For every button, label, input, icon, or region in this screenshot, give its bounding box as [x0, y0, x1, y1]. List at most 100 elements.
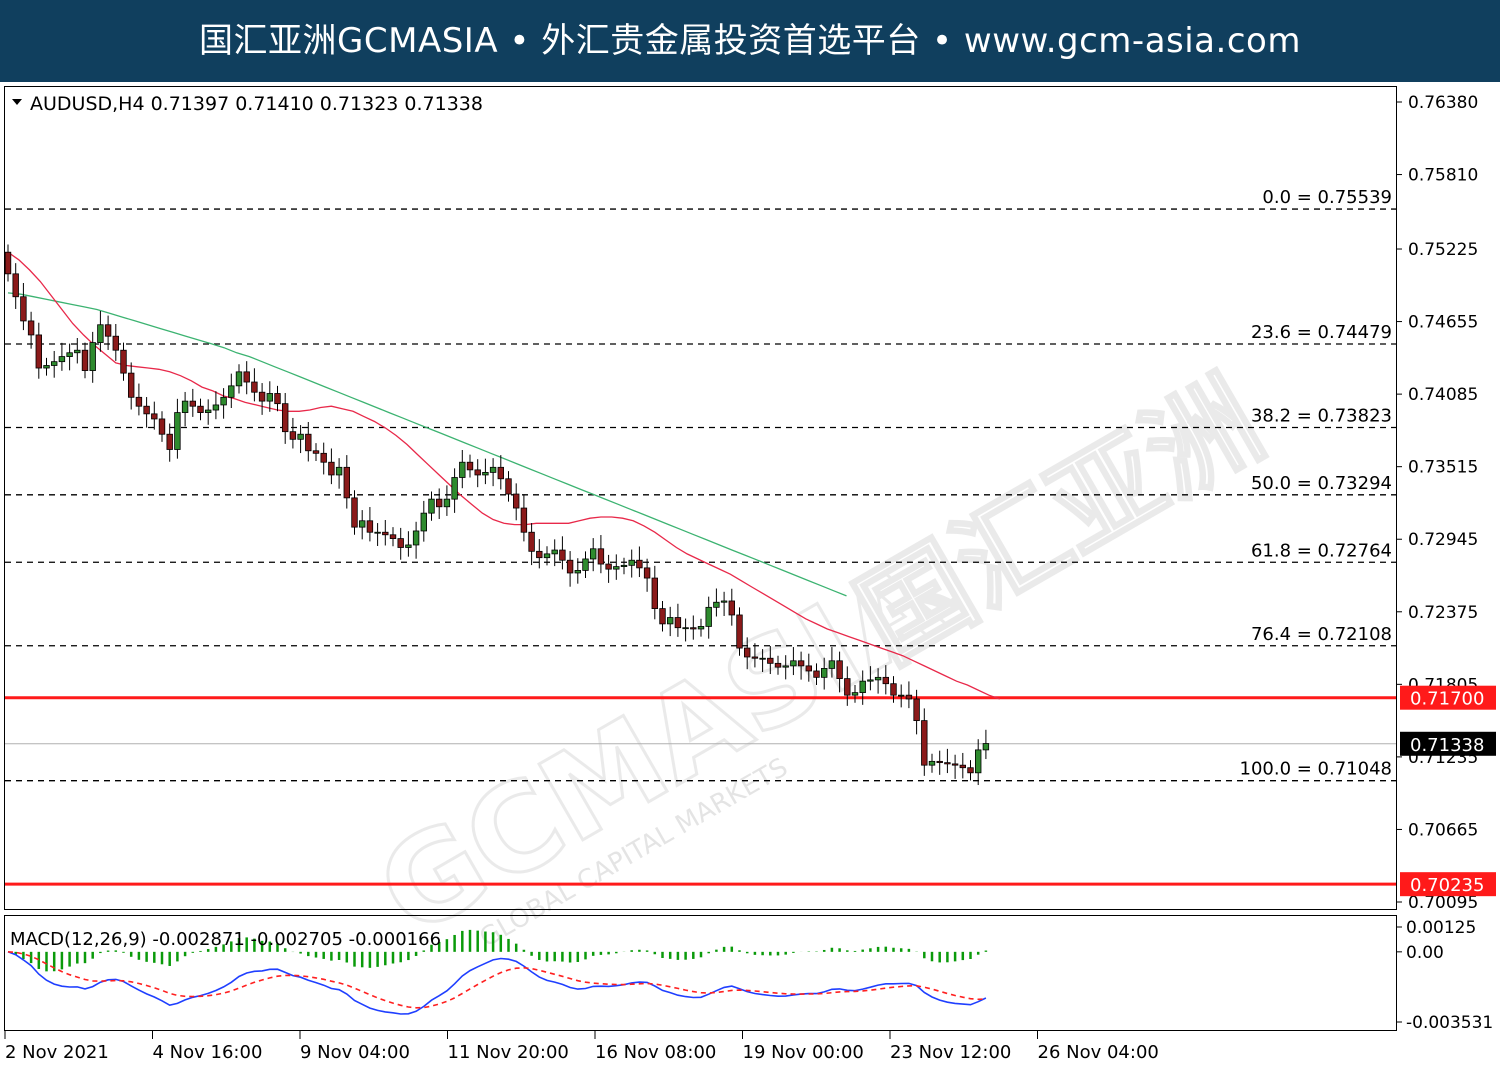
macd-tick-label: -0.003531: [1406, 1013, 1493, 1033]
candle-body: [651, 577, 658, 610]
bearish-candle: [366, 507, 374, 542]
bearish-candle: [4, 244, 12, 282]
candle-body: [443, 498, 451, 508]
bullish-candle: [782, 655, 789, 680]
candle-body: [58, 356, 66, 363]
macd-tick-label: 0.00125: [1406, 918, 1476, 938]
candle-body: [343, 466, 350, 499]
candle-body: [466, 461, 474, 471]
bearish-candle: [566, 551, 574, 587]
fib-label: 76.4 = 0.72108: [1251, 624, 1392, 645]
candle-body: [836, 660, 843, 680]
bullish-candle: [582, 551, 589, 579]
price-tick-label: 0.75810: [1408, 166, 1478, 186]
candle-body: [751, 656, 759, 659]
bearish-candle: [951, 754, 959, 779]
header-banner: 国汇亚洲GCMASIA • 外汇贵金属投资首选平台 • www.gcm-asia…: [0, 0, 1500, 82]
fib-label: 38.2 = 0.73823: [1251, 405, 1392, 426]
candle-body: [844, 678, 851, 696]
bullish-candle: [628, 549, 635, 578]
candle-body: [705, 606, 712, 627]
bullish-candle: [443, 485, 451, 516]
bearish-candle: [944, 748, 951, 774]
candle-body: [366, 520, 374, 533]
bearish-candle: [81, 342, 89, 379]
candle-body: [289, 431, 297, 440]
fibonacci-levels: 0.0 = 0.75539 23.6 = 0.74479 38.2 = 0.7382…: [5, 187, 1396, 782]
bullish-candle: [667, 606, 674, 637]
candle-body: [867, 679, 874, 682]
price-axis: 0.76380 0.75810 0.75225 0.74655 0.74085 0.735…: [1396, 93, 1478, 913]
bearish-candle: [382, 520, 389, 546]
candle-body: [620, 564, 628, 567]
fib-label: 100.0 = 0.71048: [1240, 759, 1393, 780]
bearish-candle: [243, 361, 250, 395]
level-price-tag: [1400, 685, 1496, 710]
bearish-candle: [959, 752, 966, 779]
bearish-candle: [751, 643, 759, 668]
symbol-info: AUDUSD,H4 0.71397 0.71410 0.71323 0.7133…: [30, 93, 483, 115]
bearish-candle: [651, 565, 658, 620]
candle-body: [859, 680, 866, 694]
candle-body: [821, 668, 828, 678]
support-resistance-lines: [5, 696, 1396, 886]
candle-body: [405, 544, 412, 548]
candle-body: [975, 749, 982, 774]
macd-panel-frame: [4, 915, 1397, 1031]
bearish-candle: [921, 708, 928, 776]
bearish-candle: [643, 558, 651, 592]
bullish-candle: [412, 521, 420, 559]
price-tick-label: 0.72375: [1408, 603, 1478, 623]
level-price-tag: [1400, 872, 1496, 897]
bullish-candle: [220, 388, 227, 419]
candle-body: [667, 617, 674, 625]
candle-body: [212, 404, 220, 411]
time-axis: 2 Nov 2021 4 Nov 16:00 9 Nov 04:00 11 Nov 2…: [4, 1031, 1159, 1063]
bullish-candle: [420, 500, 427, 542]
candle-body: [828, 660, 836, 669]
candle-body: [890, 683, 897, 696]
bullish-candle: [174, 398, 181, 459]
candle-body: [874, 676, 882, 681]
candle-body: [459, 461, 466, 478]
price-tick-label: 0.75225: [1408, 240, 1478, 260]
bearish-candle: [197, 398, 204, 421]
candle-body: [936, 760, 943, 764]
bullish-candle: [705, 596, 712, 639]
bullish-candle: [451, 468, 458, 513]
bearish-candle: [289, 417, 297, 449]
bearish-candle: [774, 655, 782, 675]
candle-body: [728, 600, 735, 616]
time-tick-label: 26 Nov 04:00: [1038, 1042, 1159, 1063]
candle-body: [520, 507, 528, 533]
price-tick-label: 0.72945: [1408, 530, 1478, 550]
bullish-candle: [828, 647, 836, 678]
bearish-candle: [127, 362, 135, 410]
fib-label: 23.6 = 0.74479: [1251, 322, 1392, 343]
macd-indicator: 0.00125 0.00 -0.003531: [7, 918, 1493, 1033]
bearish-candle: [466, 454, 474, 478]
bearish-candle: [520, 494, 528, 542]
candle-body: [104, 324, 112, 337]
candle-body: [797, 660, 805, 667]
bullish-candle: [874, 668, 882, 694]
candle-body: [574, 570, 581, 574]
bullish-candle: [235, 364, 243, 394]
macd-tick-label: 0.00: [1406, 943, 1444, 963]
dropdown-triangle-icon[interactable]: [12, 99, 22, 105]
bearish-candle: [844, 666, 851, 706]
bearish-candle: [166, 423, 173, 462]
bullish-candle: [428, 491, 435, 521]
bearish-candle: [690, 615, 697, 640]
candle-body: [690, 627, 697, 630]
candle-body: [197, 405, 204, 413]
candle-body: [189, 400, 196, 407]
time-tick-label: 4 Nov 16:00: [153, 1042, 263, 1063]
candle-body: [921, 720, 928, 766]
candle-body: [251, 381, 258, 393]
bearish-candle: [281, 392, 289, 444]
candle-body: [628, 559, 635, 566]
bearish-candle: [913, 689, 920, 735]
macd-label: MACD(12,26,9) -0.002871 -0.002705 -0.000…: [10, 929, 441, 950]
bullish-candle: [58, 342, 66, 371]
